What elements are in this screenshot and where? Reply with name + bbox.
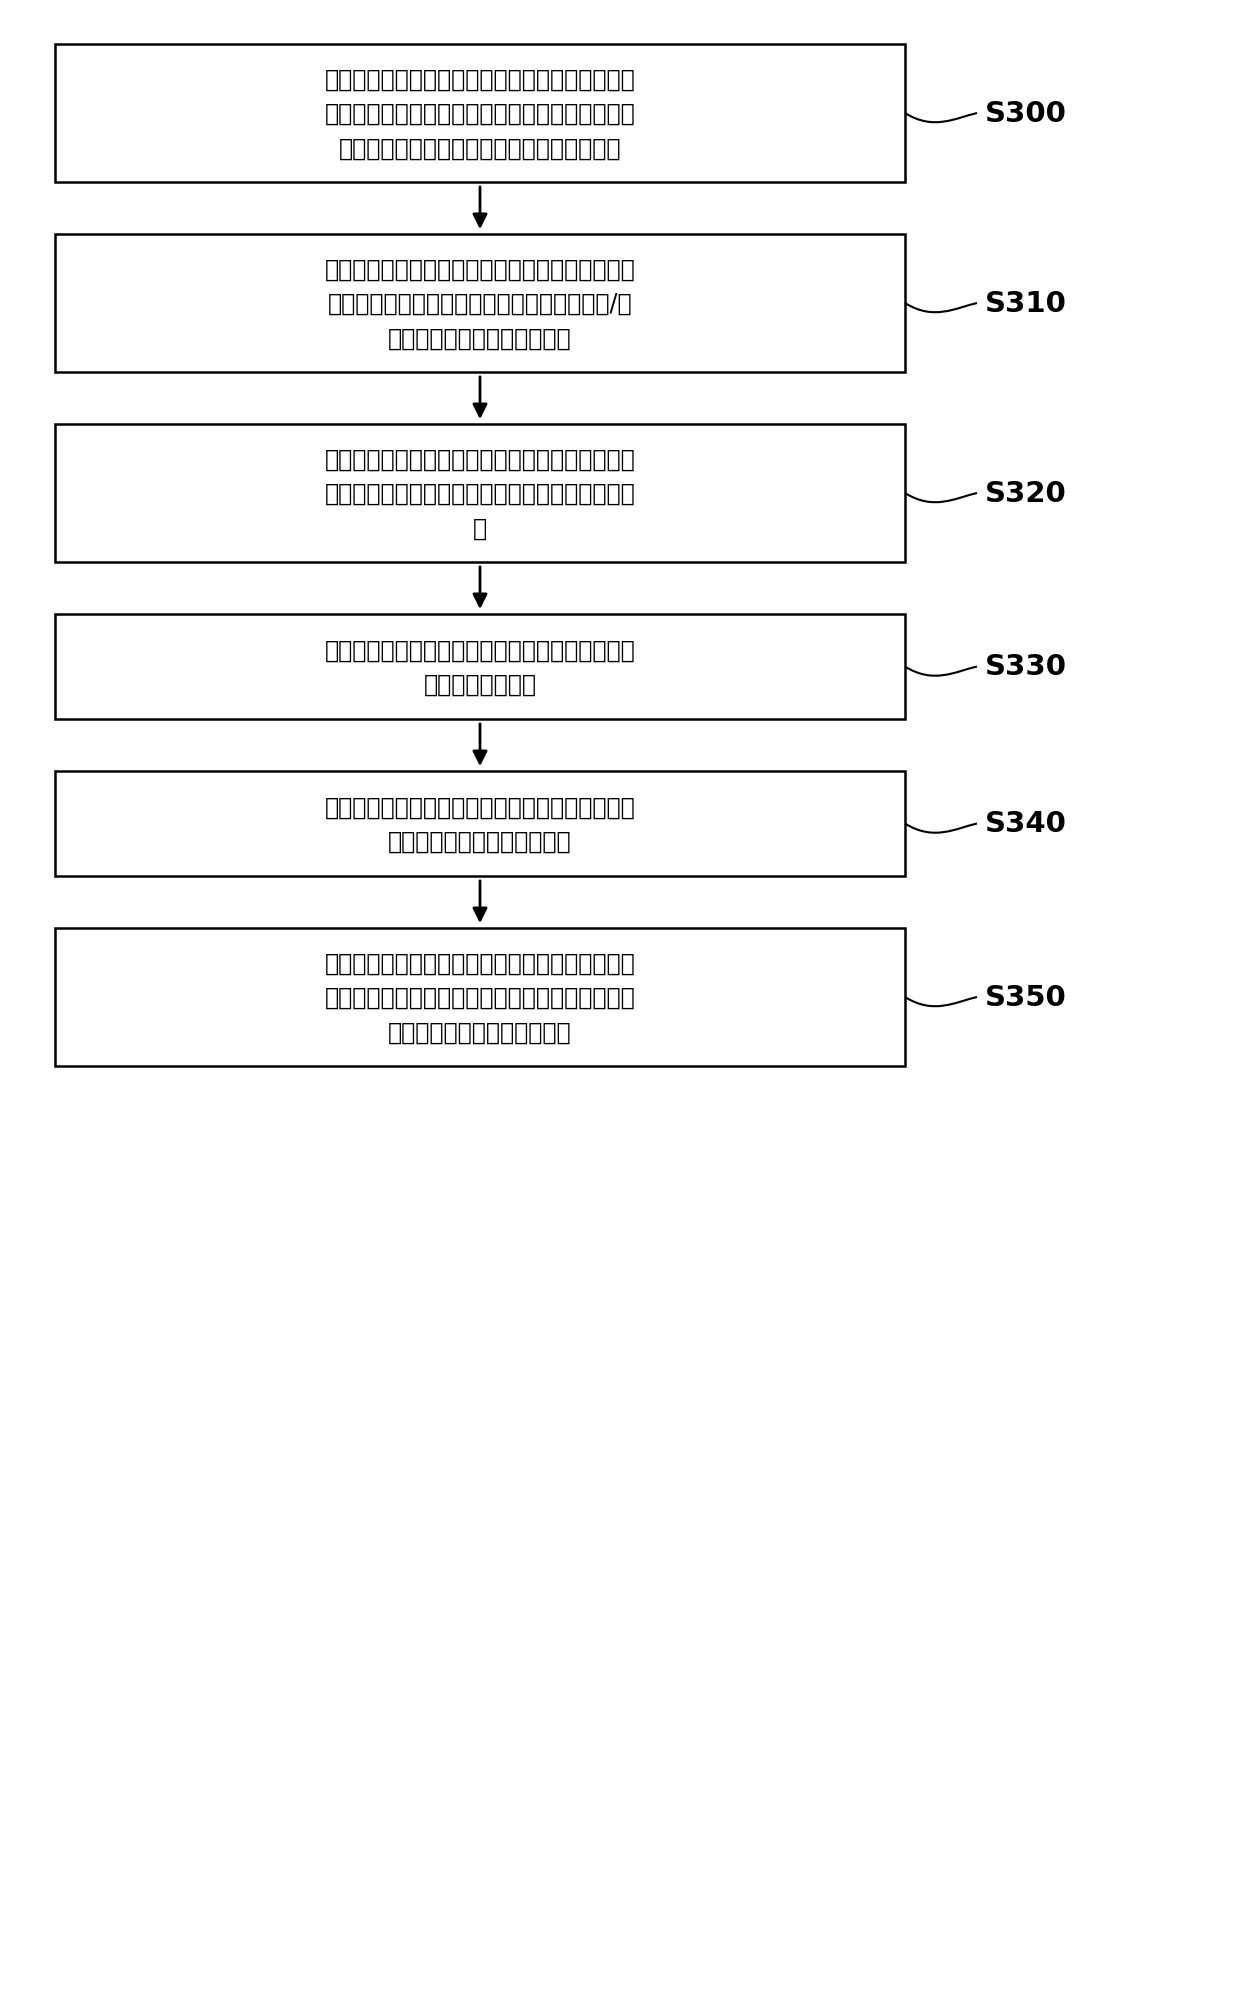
Text: 将表征所述第二用户交互界面的所述承载面板的色
彩的参数值更新为所述色彩值: 将表征所述第二用户交互界面的所述承载面板的色 彩的参数值更新为所述色彩值	[325, 794, 635, 854]
Text: 根据所述输入操作产生调整指令，所述调整指令用
于指示改变所述第二用户交互界面的承载面板的色
彩: 根据所述输入操作产生调整指令，所述调整指令用 于指示改变所述第二用户交互界面的承…	[325, 447, 635, 539]
Text: S340: S340	[985, 810, 1066, 838]
Bar	[55, 44, 905, 182]
Text: 响应所述第二调用操作，所述第二应用程序启用第
一功能，并确定展示所述第一功能执行过程和/或
执行结果的第二用户交互界面: 响应所述第二调用操作，所述第二应用程序启用第 一功能，并确定展示所述第一功能执行…	[325, 257, 635, 351]
Text: 获得针对已经启动第二应用程序的已经显示在电子
设备的显示屏幕上的所述第二应用程序的第一用户
交互界面上所承载的第一控件的第二调用操作: 获得针对已经启动第二应用程序的已经显示在电子 设备的显示屏幕上的所述第二应用程序…	[325, 68, 635, 160]
Bar	[55, 616, 905, 720]
Text: 控制在所述显示屏幕上显示所述第二用户交互界面
并且控制所述第二用户交互界面的所述承载面板显
示以所述色彩值所对应的色彩: 控制在所述显示屏幕上显示所述第二用户交互界面 并且控制所述第二用户交互界面的所述…	[325, 950, 635, 1045]
Bar	[55, 928, 905, 1067]
Text: S320: S320	[985, 479, 1066, 507]
Text: S330: S330	[985, 654, 1066, 682]
Text: S350: S350	[985, 984, 1066, 1011]
Bar	[55, 772, 905, 876]
Bar	[55, 425, 905, 563]
Text: S300: S300	[985, 100, 1066, 128]
Text: 获得所述显示屏幕上显示的用于承载多个对象标识
的承载板的色彩值: 获得所述显示屏幕上显示的用于承载多个对象标识 的承载板的色彩值	[325, 638, 635, 696]
Bar	[55, 235, 905, 373]
Text: S310: S310	[985, 291, 1066, 319]
